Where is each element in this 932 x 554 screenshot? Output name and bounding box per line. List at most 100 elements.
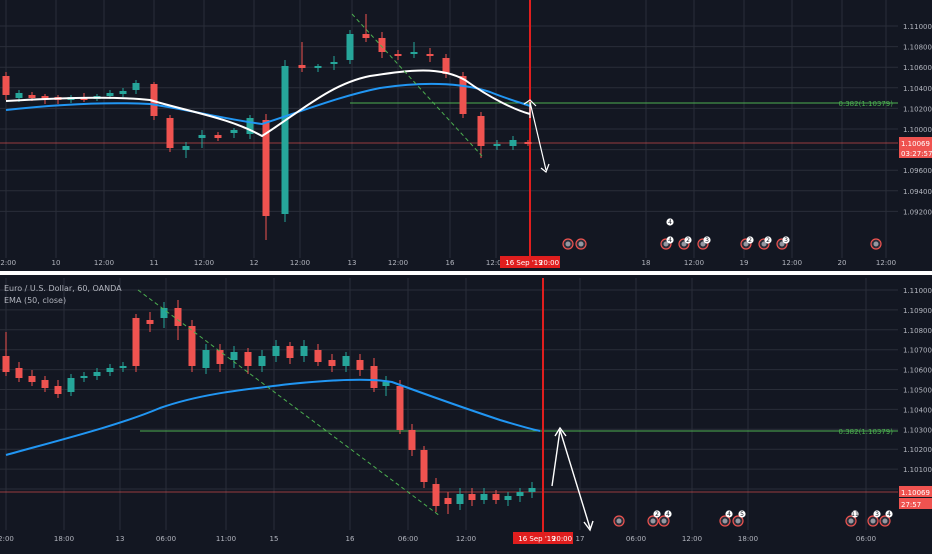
bottom-candle (41, 380, 49, 388)
top-candle (230, 130, 238, 133)
bottom-candle (300, 346, 308, 356)
bottom-time-label: 13 (116, 535, 125, 543)
top-candle (394, 54, 402, 56)
top-time-label: 12:00 (388, 259, 408, 267)
bottom-event-flag-icon (722, 518, 728, 524)
bottom-fib-label: 0.382(1.10379) (839, 428, 894, 436)
top-event-badge (703, 236, 711, 244)
bottom-candle (286, 346, 294, 358)
top-event-count: 3 (784, 237, 788, 244)
top-event-flag-icon (761, 241, 767, 247)
bottom-current-price: 1.10069 (901, 489, 930, 497)
bottom-candle (272, 346, 280, 356)
top-current-price-tag (899, 137, 932, 148)
top-event-flag-icon (873, 241, 879, 247)
top-candle (281, 66, 289, 214)
top-candle (362, 34, 370, 38)
top-candle (524, 142, 532, 144)
bottom-time-highlight: 20:00 (552, 535, 572, 543)
bottom-candle (516, 492, 524, 496)
top-candle (2, 76, 10, 95)
top-event-badge (666, 218, 674, 226)
top-event-flag-icon (663, 241, 669, 247)
bottom-event-badge (664, 510, 672, 518)
bottom-time-label: 16 (346, 535, 355, 543)
bottom-price-label: 1.10900 (903, 307, 932, 315)
top-projection-path (529, 101, 547, 171)
bottom-event-badge (725, 510, 733, 518)
top-price-label: 1.09600 (903, 167, 932, 175)
top-candle (346, 34, 354, 60)
top-projection-arrow-end (540, 163, 550, 173)
top-sma-line (5, 69, 531, 138)
bottom-candle (528, 488, 536, 492)
bottom-candle (444, 498, 452, 504)
bottom-candle (432, 484, 440, 506)
top-price-label: 1.10400 (903, 85, 932, 93)
bottom-candle (382, 382, 390, 386)
top-fib-label: 0.382(1.10379) (839, 100, 894, 108)
top-candle (28, 95, 36, 98)
top-time-label: 12:00 (194, 259, 214, 267)
bottom-candle (328, 360, 336, 366)
top-countdown: 03:27:57 (901, 150, 932, 158)
bottom-countdown: 27:57 (901, 501, 921, 509)
top-time-label: 12:00 (94, 259, 114, 267)
bottom-event-flag-icon (661, 518, 667, 524)
bottom-time-label: 18:00 (54, 535, 74, 543)
top-candle (41, 96, 49, 100)
top-candle (15, 93, 23, 98)
bottom-candle (456, 494, 464, 504)
bottom-candle (106, 368, 114, 372)
bottom-candle (230, 352, 238, 360)
bottom-candle (492, 494, 500, 500)
top-event-count: 4 (668, 237, 672, 244)
bottom-projection-arrowhead (554, 426, 567, 437)
top-candle (410, 52, 418, 54)
top-price-label: 1.10600 (903, 64, 932, 72)
bottom-candle (28, 376, 36, 382)
bottom-event-badge (885, 510, 893, 518)
top-candle (119, 91, 127, 94)
bottom-event-flag-icon (616, 518, 622, 524)
bottom-candle (146, 320, 154, 324)
bottom-countdown-tag (899, 498, 932, 509)
bottom-candle (504, 496, 512, 500)
top-candle (106, 93, 114, 96)
bottom-candle (119, 366, 127, 368)
bottom-pane: 1.11000 1.10900 1.10800 1.10700 1.10600 1.105… (0, 278, 932, 544)
top-candle (442, 58, 450, 74)
top-time-label: 10 (52, 259, 61, 267)
bottom-candle (216, 350, 224, 364)
bottom-candle (314, 350, 322, 362)
bottom-candle (67, 378, 75, 392)
top-date-highlight-box (500, 256, 560, 268)
top-candle (166, 118, 174, 148)
top-event-count: 2 (686, 237, 690, 244)
top-time-label: 11 (150, 259, 159, 267)
top-time-label: 18 (642, 259, 651, 267)
top-time-label: 19 (740, 259, 749, 267)
indicator-label[interactable]: EMA (50, close) (4, 296, 67, 305)
bottom-candle (468, 494, 476, 500)
bottom-candle (396, 386, 404, 430)
top-current-price: 1.10069 (901, 140, 930, 148)
bottom-event-count: 4 (887, 511, 891, 518)
top-candle (477, 116, 485, 146)
top-price-label: 1.10800 (903, 44, 932, 52)
bottom-candle (342, 356, 350, 366)
top-date-highlight: 16 Sep '19 (505, 259, 542, 267)
bottom-candle (420, 450, 428, 482)
bottom-projection-arrow-end (583, 520, 594, 532)
top-candle (378, 38, 386, 52)
top-event-flag-icon (565, 241, 571, 247)
top-time-label: 20 (838, 259, 847, 267)
bottom-candle (80, 376, 88, 378)
bottom-event-count: 4 (666, 511, 670, 518)
bottom-candle (356, 360, 364, 370)
bottom-event-flag-icon (650, 518, 656, 524)
top-candle (509, 140, 517, 146)
bottom-event-flag-icon (882, 518, 888, 524)
